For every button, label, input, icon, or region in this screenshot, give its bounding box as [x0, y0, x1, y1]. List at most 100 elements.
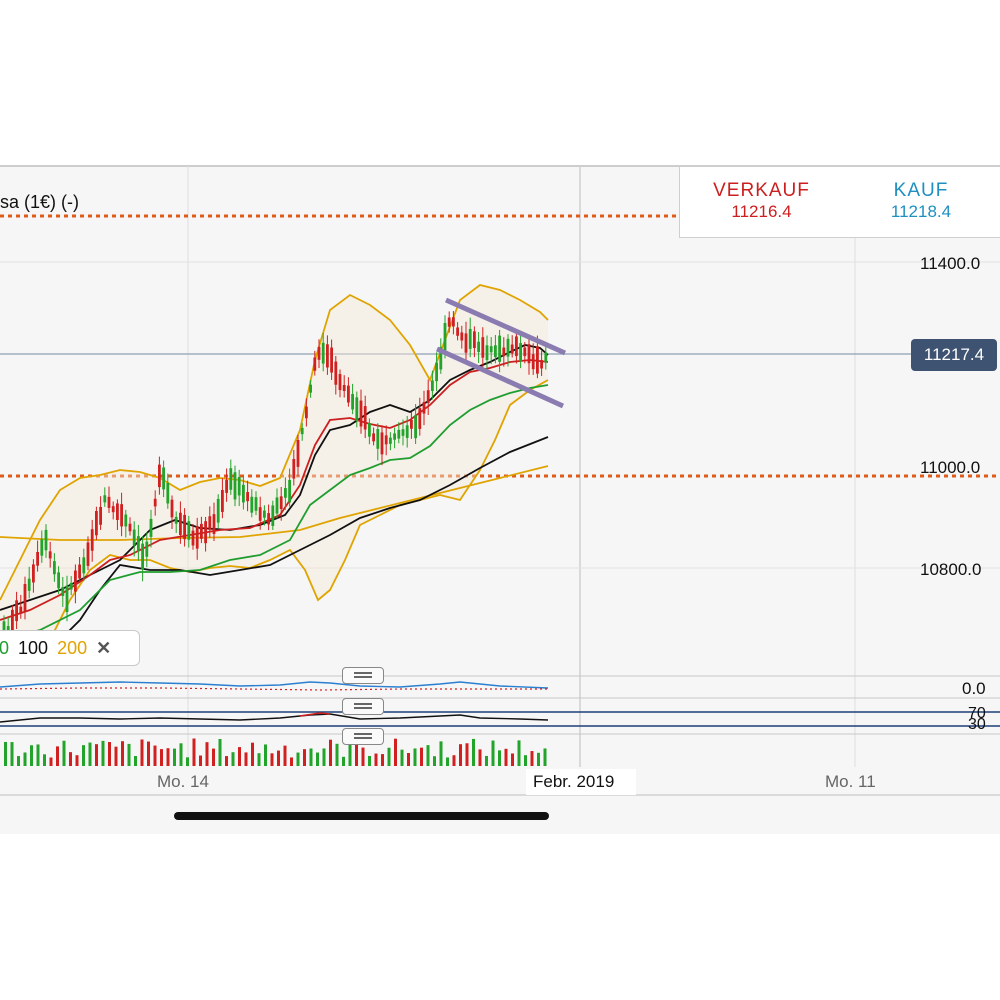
instrument-title: sa (1€) (-)	[0, 192, 80, 212]
candle-body	[204, 521, 207, 544]
volume-bar	[355, 739, 358, 766]
candle-body	[271, 505, 275, 527]
candle-body	[313, 357, 317, 371]
volume-bar	[257, 753, 261, 766]
candle-body	[237, 476, 241, 496]
volume-bar	[30, 745, 33, 766]
volume-bar	[342, 756, 345, 766]
x-tick-label: Febr. 2019	[533, 772, 615, 791]
candle-body	[317, 346, 321, 360]
candle-body	[149, 518, 153, 537]
candle-body	[443, 323, 447, 351]
candle-body	[57, 572, 60, 589]
volume-bar	[394, 738, 397, 766]
x-tick-label: Mo. 11	[825, 772, 876, 791]
volume-bar	[95, 744, 98, 766]
volume-bar	[69, 752, 72, 766]
pane-resize-handle[interactable]	[342, 667, 384, 684]
volume-bar	[433, 756, 436, 766]
pane-resize-handle[interactable]	[342, 728, 384, 745]
volume-bar	[75, 755, 79, 766]
legend-item-ma100: 100	[18, 638, 49, 658]
candle-body	[32, 564, 35, 583]
candle-body	[44, 529, 48, 551]
candle-body	[128, 523, 132, 532]
volume-bar	[452, 755, 456, 766]
candle-body	[95, 511, 98, 536]
volume-bar	[361, 747, 365, 766]
volume-bar	[218, 738, 222, 766]
volume-bar	[485, 755, 488, 766]
channel-lower-line[interactable]	[435, 346, 565, 409]
volume-bar	[264, 744, 267, 766]
candle-body	[410, 419, 413, 429]
candle-body	[380, 432, 384, 455]
close-icon[interactable]: ✕	[96, 638, 112, 658]
candle-body	[506, 338, 510, 357]
candle-body	[456, 327, 459, 336]
ma-legend[interactable]: 0 100 200 ✕	[0, 630, 140, 666]
sell-label: VERKAUF	[713, 180, 810, 201]
candle-body	[124, 514, 128, 527]
candle-body	[61, 587, 65, 597]
volume-bar	[179, 743, 183, 766]
horizontal-scrollbar[interactable]	[174, 812, 549, 820]
candle-body	[452, 317, 455, 327]
volume-bar	[316, 752, 319, 766]
candle-body	[120, 504, 123, 527]
candle-body	[258, 507, 262, 521]
volume-bar	[309, 748, 313, 766]
candle-body	[19, 606, 23, 614]
candle-body	[447, 317, 451, 327]
candle-body	[355, 397, 359, 421]
volume-bar	[524, 755, 527, 766]
volume-bar	[426, 745, 430, 766]
channel-upper-line[interactable]	[444, 297, 567, 356]
candle-body	[6, 626, 10, 634]
volume-bar	[205, 742, 209, 766]
candle-body	[347, 385, 350, 403]
candle-body	[422, 402, 426, 414]
candle-body	[418, 408, 422, 429]
volume-bar	[238, 747, 241, 766]
sell-button[interactable]: VERKAUF 11216.4	[679, 166, 844, 238]
candle-body	[473, 331, 476, 348]
candle-body	[179, 512, 182, 535]
volume-bar	[465, 743, 469, 766]
candle-body	[485, 345, 489, 361]
candle-body	[435, 362, 438, 382]
candle-body	[477, 341, 480, 352]
candle-body	[221, 490, 224, 512]
volume-bar	[134, 756, 137, 766]
buy-button[interactable]: KAUF 11218.4	[842, 166, 1000, 238]
macd-line	[0, 681, 549, 689]
candle-body	[372, 433, 375, 442]
rsi-lower-label: 30	[968, 716, 986, 733]
candle-body	[233, 472, 237, 500]
candle-body	[11, 609, 14, 634]
volume-bar	[82, 745, 85, 766]
volume-bar	[537, 752, 540, 766]
candle-body	[305, 406, 308, 419]
pane-resize-handle[interactable]	[342, 698, 384, 715]
time-label-highlight	[526, 769, 636, 795]
buy-label: KAUF	[893, 180, 949, 201]
candle-body	[216, 498, 220, 523]
candle-body	[460, 332, 464, 341]
candle-body	[78, 564, 81, 579]
volume-bar	[108, 742, 111, 766]
candle-body	[267, 513, 270, 525]
volume-bar	[160, 749, 163, 766]
candle-body	[132, 529, 136, 546]
candle-body	[519, 343, 522, 362]
candle-body	[296, 439, 300, 467]
candle-body	[393, 433, 396, 440]
volume-bar	[121, 741, 124, 766]
candle-body	[174, 516, 178, 524]
candle-body	[397, 429, 401, 439]
volume-bar	[225, 756, 228, 766]
volume-bar	[400, 749, 404, 766]
volume-bar	[140, 739, 144, 766]
